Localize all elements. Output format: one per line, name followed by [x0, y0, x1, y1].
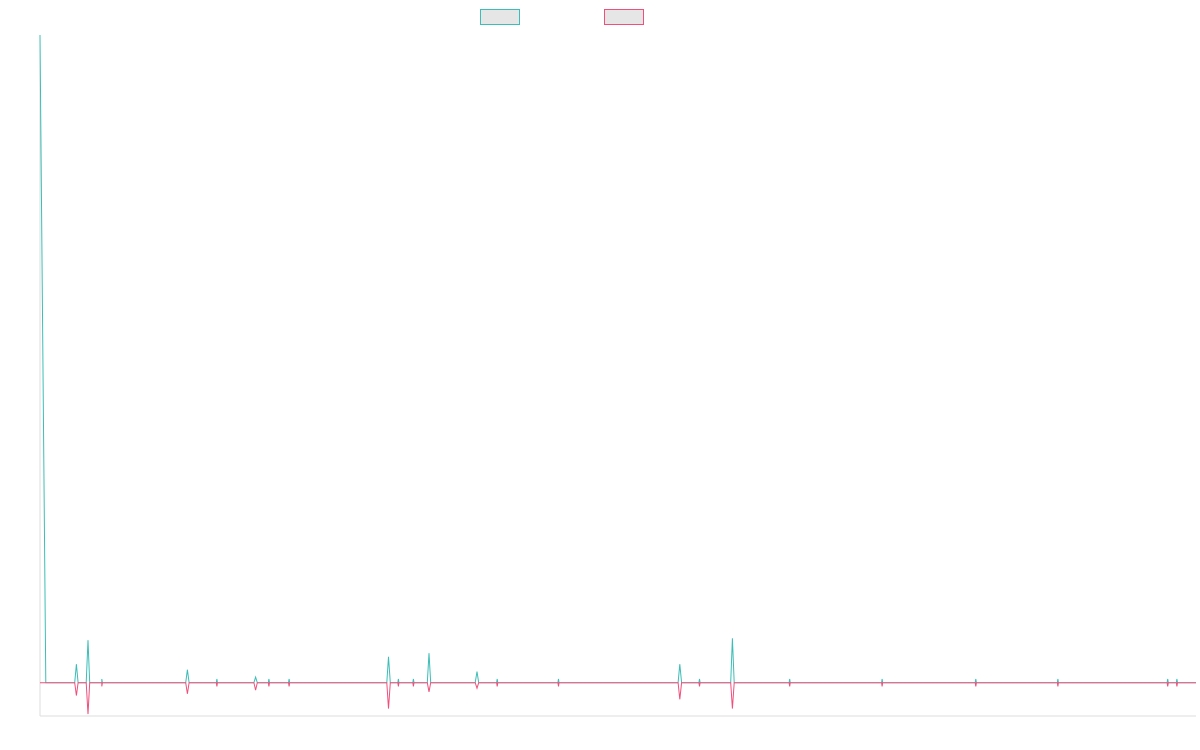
legend-item-series-b[interactable]: [604, 9, 644, 25]
series-line-a[interactable]: [39, 34, 1196, 684]
legend-item-series-a[interactable]: [480, 9, 520, 25]
series-layer: [39, 34, 1196, 715]
series-line-b[interactable]: [40, 682, 1196, 715]
axes: [39, 35, 1196, 717]
